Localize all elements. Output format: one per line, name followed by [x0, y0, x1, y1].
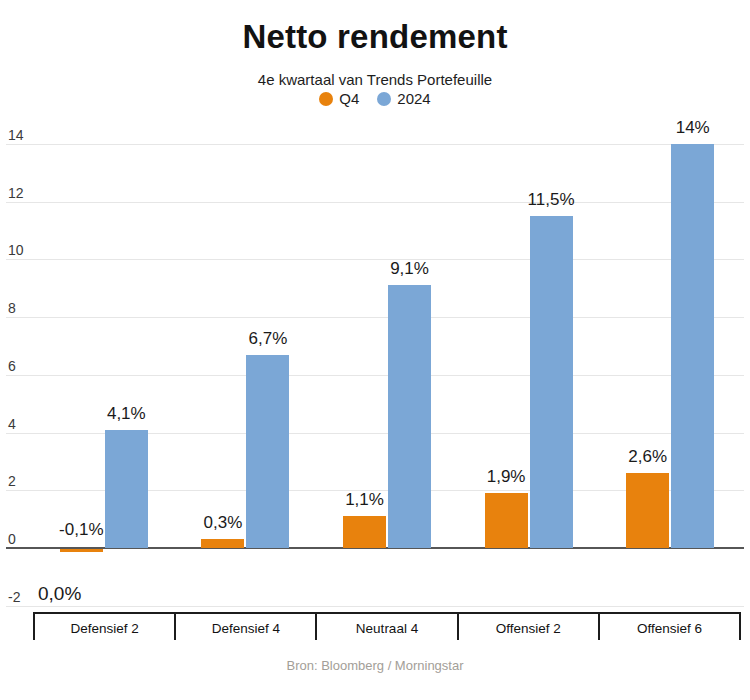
bar-2024-defensief-4: [246, 355, 289, 548]
bar-2024-offensief-2: [530, 216, 573, 548]
source-credit: Bron: Bloomberg / Morningstar: [0, 658, 750, 673]
chart-canvas: Netto rendement 4e kwartaal van Trends P…: [0, 0, 750, 700]
stray-zero-label: 0,0%: [38, 583, 81, 605]
y-tick-label: 4: [8, 416, 16, 432]
y-tick-label: 2: [8, 473, 16, 489]
y-tick-label: 14: [8, 127, 24, 143]
bar-q4-defensief-2: [60, 549, 103, 552]
bar-2024-neutraal-4: [388, 285, 431, 548]
bar-value-label: 14%: [676, 118, 710, 138]
bar-q4-neutraal-4: [343, 516, 386, 548]
bar-value-label: 0,3%: [204, 513, 243, 533]
bar-2024-defensief-2: [105, 430, 148, 548]
bar-value-label: 4,1%: [107, 404, 146, 424]
bar-q4-offensief-2: [485, 493, 528, 548]
bar-value-label: 1,9%: [487, 467, 526, 487]
bar-q4-offensief-6: [626, 473, 669, 548]
bar-value-label: 1,1%: [345, 490, 384, 510]
y-tick-label: 6: [8, 358, 16, 374]
y-tick-label: -2: [8, 589, 20, 605]
x-category-label-defensief-2: Defensief 2: [35, 614, 176, 640]
bar-value-label: 2,6%: [628, 447, 667, 467]
x-axis: Defensief 2Defensief 4Neutraal 4Offensie…: [33, 612, 741, 640]
gridline: [6, 259, 744, 260]
x-category-label-neutraal-4: Neutraal 4: [317, 614, 458, 640]
y-tick-label: 10: [8, 242, 24, 258]
bar-q4-defensief-4: [201, 539, 244, 548]
gridline: [6, 144, 744, 145]
gridline: [6, 375, 744, 376]
y-tick-label: 12: [8, 185, 24, 201]
y-tick-label: 8: [8, 300, 16, 316]
x-category-label-defensief-4: Defensief 4: [176, 614, 317, 640]
bar-value-label: -0,1%: [59, 520, 103, 540]
x-category-label-offensief-2: Offensief 2: [459, 614, 600, 640]
gridline: [6, 317, 744, 318]
plot-area: 14 12 10 8 6 4 2 0 -2 -0,1% 4,1% 0,3% 6,7% 1,1% 9,1% 1,…: [0, 0, 750, 700]
bar-value-label: 9,1%: [390, 259, 429, 279]
bar-2024-offensief-6: [671, 144, 714, 548]
y-tick-label: 0: [8, 531, 16, 547]
bar-value-label: 6,7%: [249, 329, 288, 349]
gridline: [6, 606, 744, 607]
x-category-label-offensief-6: Offensief 6: [600, 614, 741, 640]
bar-value-label: 11,5%: [528, 190, 575, 210]
gridline: [6, 202, 744, 203]
